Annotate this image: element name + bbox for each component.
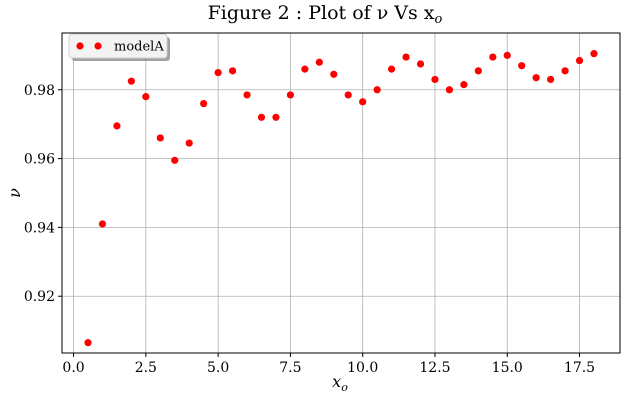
legend-box [68,33,168,59]
data-point [561,67,569,75]
data-point [272,113,280,121]
data-point [575,56,584,65]
y-tick-label: 0.96 [24,152,55,168]
data-point [518,62,526,70]
data-point [445,86,454,94]
x-tick-label: 7.5 [279,360,301,376]
data-point [359,98,367,106]
data-point [301,65,309,73]
data-point [330,70,338,78]
data-point [590,50,598,58]
data-point [286,91,295,99]
data-point [373,86,381,94]
data-point [98,220,107,228]
data-point [200,99,208,108]
y-axis-label: ν [5,188,24,198]
data-point [113,122,121,130]
y-tick-label: 0.92 [24,289,55,305]
data-point [142,93,150,101]
x-tick-label: 10.0 [347,360,378,376]
chart-title: Figure 2 : Plot of ν Vs xo [208,2,443,27]
data-point [315,58,323,66]
x-axis-label-text: x [332,372,341,391]
data-point [185,139,193,147]
data-point [156,134,164,142]
data-point [416,60,425,68]
data-point [214,68,222,77]
data-point [387,65,396,73]
legend-marker [76,42,84,50]
data-point [228,67,237,75]
data-point [243,91,251,99]
x-tick-label: 5.0 [207,360,229,376]
data-point [402,53,410,61]
data-point [503,51,511,59]
x-tick-label: 0.0 [62,360,84,376]
plot-frame [61,32,621,354]
y-tick-label: 0.98 [24,83,55,99]
data-point [460,81,468,89]
data-point [171,156,179,164]
x-tick-label: 17.5 [564,360,595,376]
legend-marker [94,42,102,50]
data-point [431,75,439,84]
data-point [532,74,540,82]
legend-label: modelA [114,40,164,55]
data-point [474,67,482,75]
x-tick-label: 12.5 [419,360,450,376]
data-points [84,50,598,347]
chart-title-subscript: o [435,12,443,27]
data-point [127,77,135,85]
chart-title-text: Figure 2 : Plot of ν Vs x [208,2,435,24]
data-point [257,113,266,121]
x-axis-label: xo [332,372,348,394]
y-tick-label: 0.94 [24,220,55,236]
x-tick-label: 15.0 [492,360,523,376]
data-point [84,339,92,347]
gridlines [62,33,620,353]
x-axis-label-subscript: o [341,381,348,394]
y-axis-ticks: 0.92 0.94 0.96 0.98 [24,83,62,305]
data-point [489,53,497,61]
x-axis-ticks: 0.0 2.5 5.0 7.5 10.0 12.5 15.0 17.5 [62,353,595,376]
data-point [344,91,352,99]
x-tick-label: 2.5 [135,360,157,376]
data-point [547,75,555,84]
legend: modelA [68,33,170,61]
